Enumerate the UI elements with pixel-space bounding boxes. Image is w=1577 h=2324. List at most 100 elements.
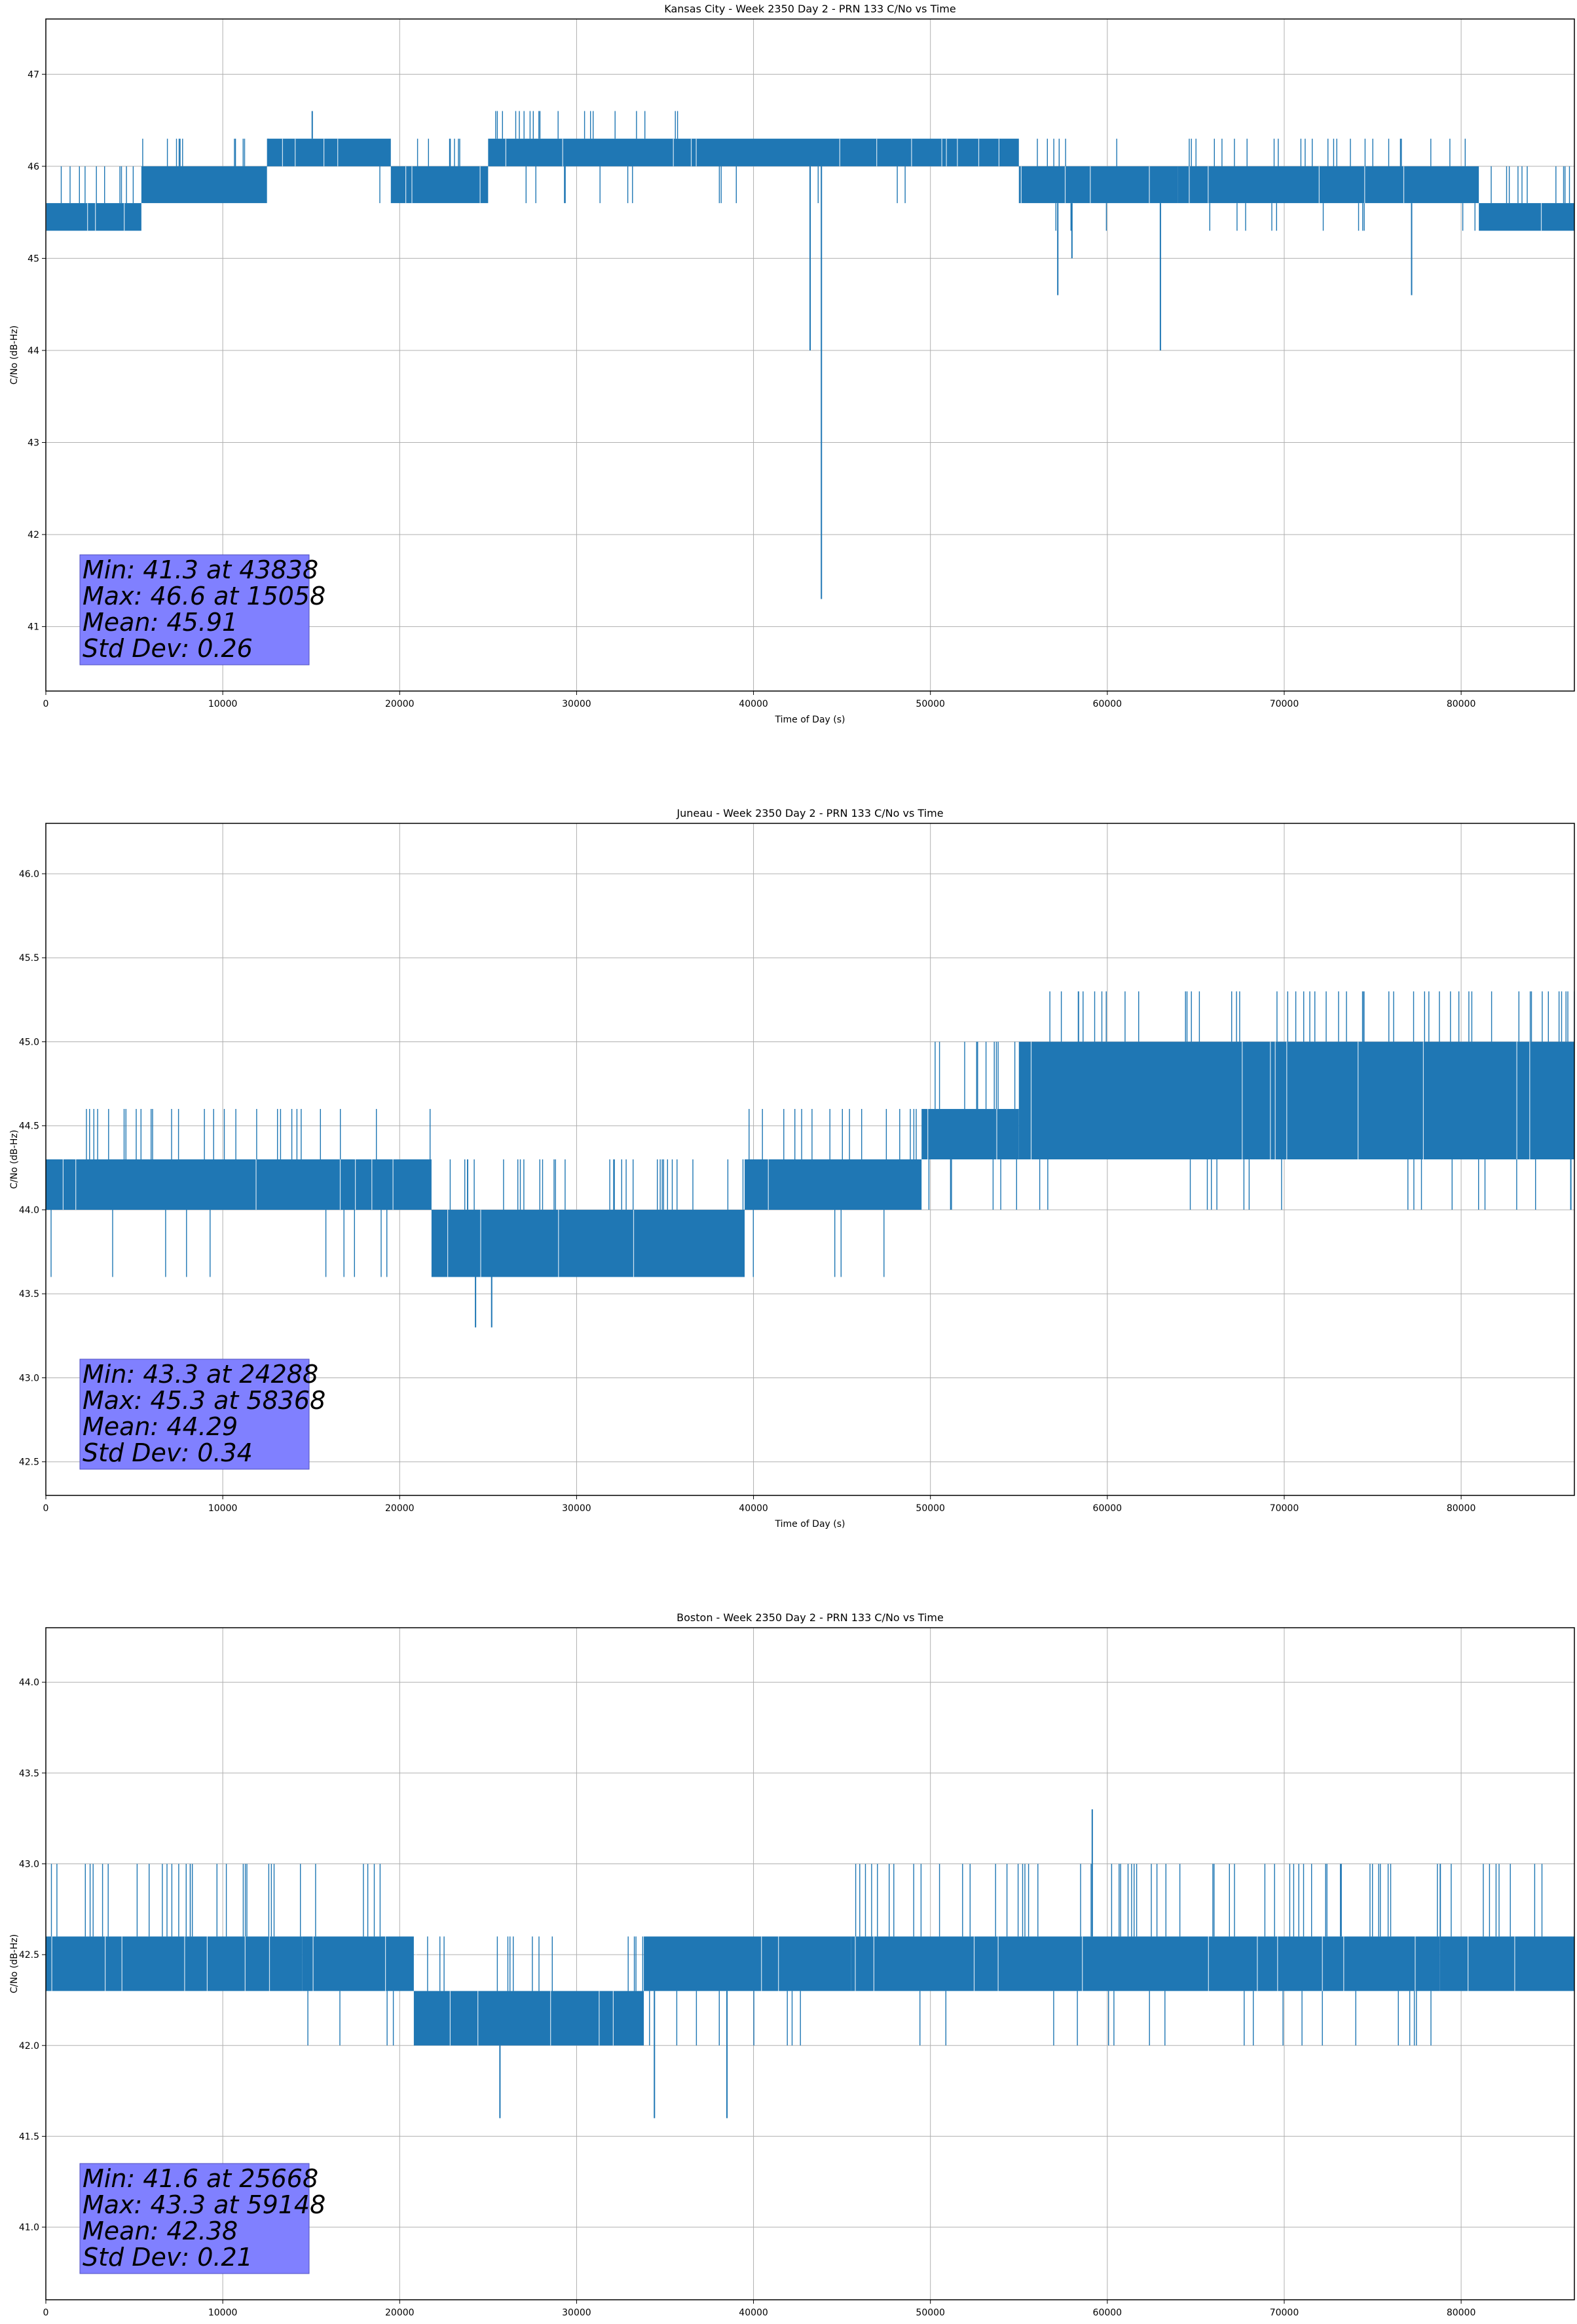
series-band bbox=[431, 1209, 745, 1277]
y-tick-label: 41.0 bbox=[19, 2222, 39, 2233]
y-tick-label: 46.0 bbox=[19, 869, 39, 880]
series-excursions bbox=[50, 1864, 301, 1937]
series-excursions bbox=[427, 1936, 644, 1991]
series-band-gaps bbox=[1468, 1936, 1515, 1991]
y-tick-label: 43.0 bbox=[19, 1859, 39, 1869]
series-band bbox=[413, 1991, 644, 2046]
series-band-gaps bbox=[505, 138, 674, 166]
y-tick-label: 44.0 bbox=[19, 1677, 39, 1688]
series-band-gaps bbox=[1189, 166, 1405, 204]
series-line-group bbox=[46, 991, 1574, 1328]
series-band bbox=[644, 1936, 851, 1991]
y-tick-label: 46 bbox=[28, 162, 39, 172]
stats-box-background bbox=[79, 2163, 310, 2274]
series-line-group bbox=[46, 1809, 1574, 2118]
series-band bbox=[267, 138, 391, 166]
y-tick-label: 42 bbox=[28, 530, 39, 540]
x-tick-label: 30000 bbox=[562, 699, 591, 709]
chart-title: Kansas City - Week 2350 Day 2 - PRN 133 … bbox=[664, 3, 955, 15]
series-band bbox=[488, 138, 683, 166]
series-band bbox=[682, 138, 1019, 166]
series-excursions bbox=[60, 166, 134, 204]
series-excursions bbox=[928, 1041, 1017, 1210]
series-band bbox=[46, 1936, 303, 1991]
stats-min-text: Min: 43.3 at 24288 bbox=[83, 1360, 318, 1389]
series-band bbox=[1479, 203, 1574, 231]
y-axis-label: C/No (dB-Hz) bbox=[9, 326, 20, 384]
x-tick-label: 20000 bbox=[385, 1503, 415, 1514]
series-excursions bbox=[417, 138, 460, 166]
y-tick-label: 43.0 bbox=[19, 1373, 39, 1383]
x-tick-label: 10000 bbox=[208, 1503, 238, 1514]
x-tick-label: 70000 bbox=[1270, 699, 1299, 709]
y-axis-label: C/No (dB-Hz) bbox=[9, 1130, 20, 1189]
series-excursions bbox=[1039, 991, 1574, 1210]
y-tick-label: 43.5 bbox=[19, 1289, 39, 1300]
stats-mean-text: Mean: 45.91 bbox=[83, 608, 238, 637]
series-band-gaps bbox=[62, 1159, 394, 1210]
series-band-gaps bbox=[312, 1936, 417, 1991]
chart-panel: 0 10000 20000 30000 40000 50000 60000 70000 8000… bbox=[9, 1611, 1575, 2324]
y-axis-label: C/No (dB-Hz) bbox=[9, 1934, 20, 1993]
x-tick-label: 0 bbox=[43, 699, 49, 709]
stats-min-text: Min: 41.3 at 43838 bbox=[83, 555, 318, 584]
series-excursions bbox=[1439, 1864, 1543, 1937]
x-tick-label: 20000 bbox=[385, 2308, 415, 2318]
x-tick-label: 30000 bbox=[562, 2308, 591, 2318]
series-excursions bbox=[649, 1991, 801, 2046]
series-band bbox=[1178, 166, 1479, 204]
series-excursions bbox=[449, 1159, 744, 1210]
y-tick-label: 43.5 bbox=[19, 1769, 39, 1779]
series-band-gaps bbox=[1020, 166, 1150, 204]
series-band-gaps bbox=[1030, 1041, 1531, 1159]
chart-title: Juneau - Week 2350 Day 2 - PRN 133 C/No … bbox=[676, 807, 943, 819]
x-tick-label: 70000 bbox=[1270, 1503, 1299, 1514]
y-tick-label: 44.5 bbox=[19, 1121, 39, 1132]
plot-frame bbox=[45, 823, 1575, 1496]
series-band-gaps bbox=[690, 138, 999, 166]
series-band-gaps bbox=[282, 138, 339, 166]
series-band bbox=[851, 1936, 1440, 1991]
y-tick-label: 42.5 bbox=[19, 1457, 39, 1468]
y-tick-label: 41.5 bbox=[19, 2131, 39, 2142]
stats-max-text: Max: 45.3 at 58368 bbox=[83, 1386, 325, 1415]
series-excursions bbox=[1491, 166, 1570, 204]
stats-box-background bbox=[79, 1359, 310, 1470]
y-tick-label: 44.0 bbox=[19, 1205, 39, 1216]
series-band bbox=[302, 1936, 414, 1991]
chart-panel: 0 10000 20000 30000 40000 50000 60000 70000 8000… bbox=[9, 3, 1575, 725]
y-tick-label: 47 bbox=[28, 69, 39, 80]
series-excursions bbox=[142, 138, 269, 166]
series-excursions bbox=[307, 1864, 394, 2046]
x-tick-label: 0 bbox=[43, 2308, 49, 2318]
series-excursions bbox=[495, 111, 678, 204]
stats-min-text: Min: 41.6 at 25668 bbox=[83, 2164, 318, 2193]
y-tick-label: 44 bbox=[28, 346, 39, 356]
series-band bbox=[745, 1159, 922, 1210]
x-tick-label: 40000 bbox=[739, 2308, 768, 2318]
x-tick-label: 10000 bbox=[208, 2308, 238, 2318]
stats-std-text: Std Dev: 0.26 bbox=[83, 634, 253, 663]
y-tick-label: 45.5 bbox=[19, 953, 39, 964]
y-tick-label: 43 bbox=[28, 438, 39, 449]
x-tick-label: 30000 bbox=[562, 1503, 591, 1514]
chart-panel: 0 10000 20000 30000 40000 50000 60000 70000 8000… bbox=[9, 807, 1575, 1529]
x-tick-label: 40000 bbox=[739, 1503, 768, 1514]
series-band-gaps bbox=[447, 1209, 635, 1277]
x-tick-label: 70000 bbox=[1270, 2308, 1299, 2318]
x-tick-label: 60000 bbox=[1093, 2308, 1122, 2318]
x-tick-label: 50000 bbox=[916, 2308, 945, 2318]
y-tick-label: 45 bbox=[28, 253, 39, 264]
x-tick-label: 80000 bbox=[1447, 2308, 1476, 2318]
series-line-group bbox=[46, 111, 1574, 599]
x-tick-label: 60000 bbox=[1093, 699, 1122, 709]
x-tick-label: 40000 bbox=[739, 699, 768, 709]
series-excursions bbox=[50, 1109, 431, 1277]
x-axis-label: Time of Day (s) bbox=[775, 715, 845, 725]
x-tick-label: 50000 bbox=[916, 1503, 945, 1514]
series-band-gaps bbox=[51, 1936, 270, 1991]
